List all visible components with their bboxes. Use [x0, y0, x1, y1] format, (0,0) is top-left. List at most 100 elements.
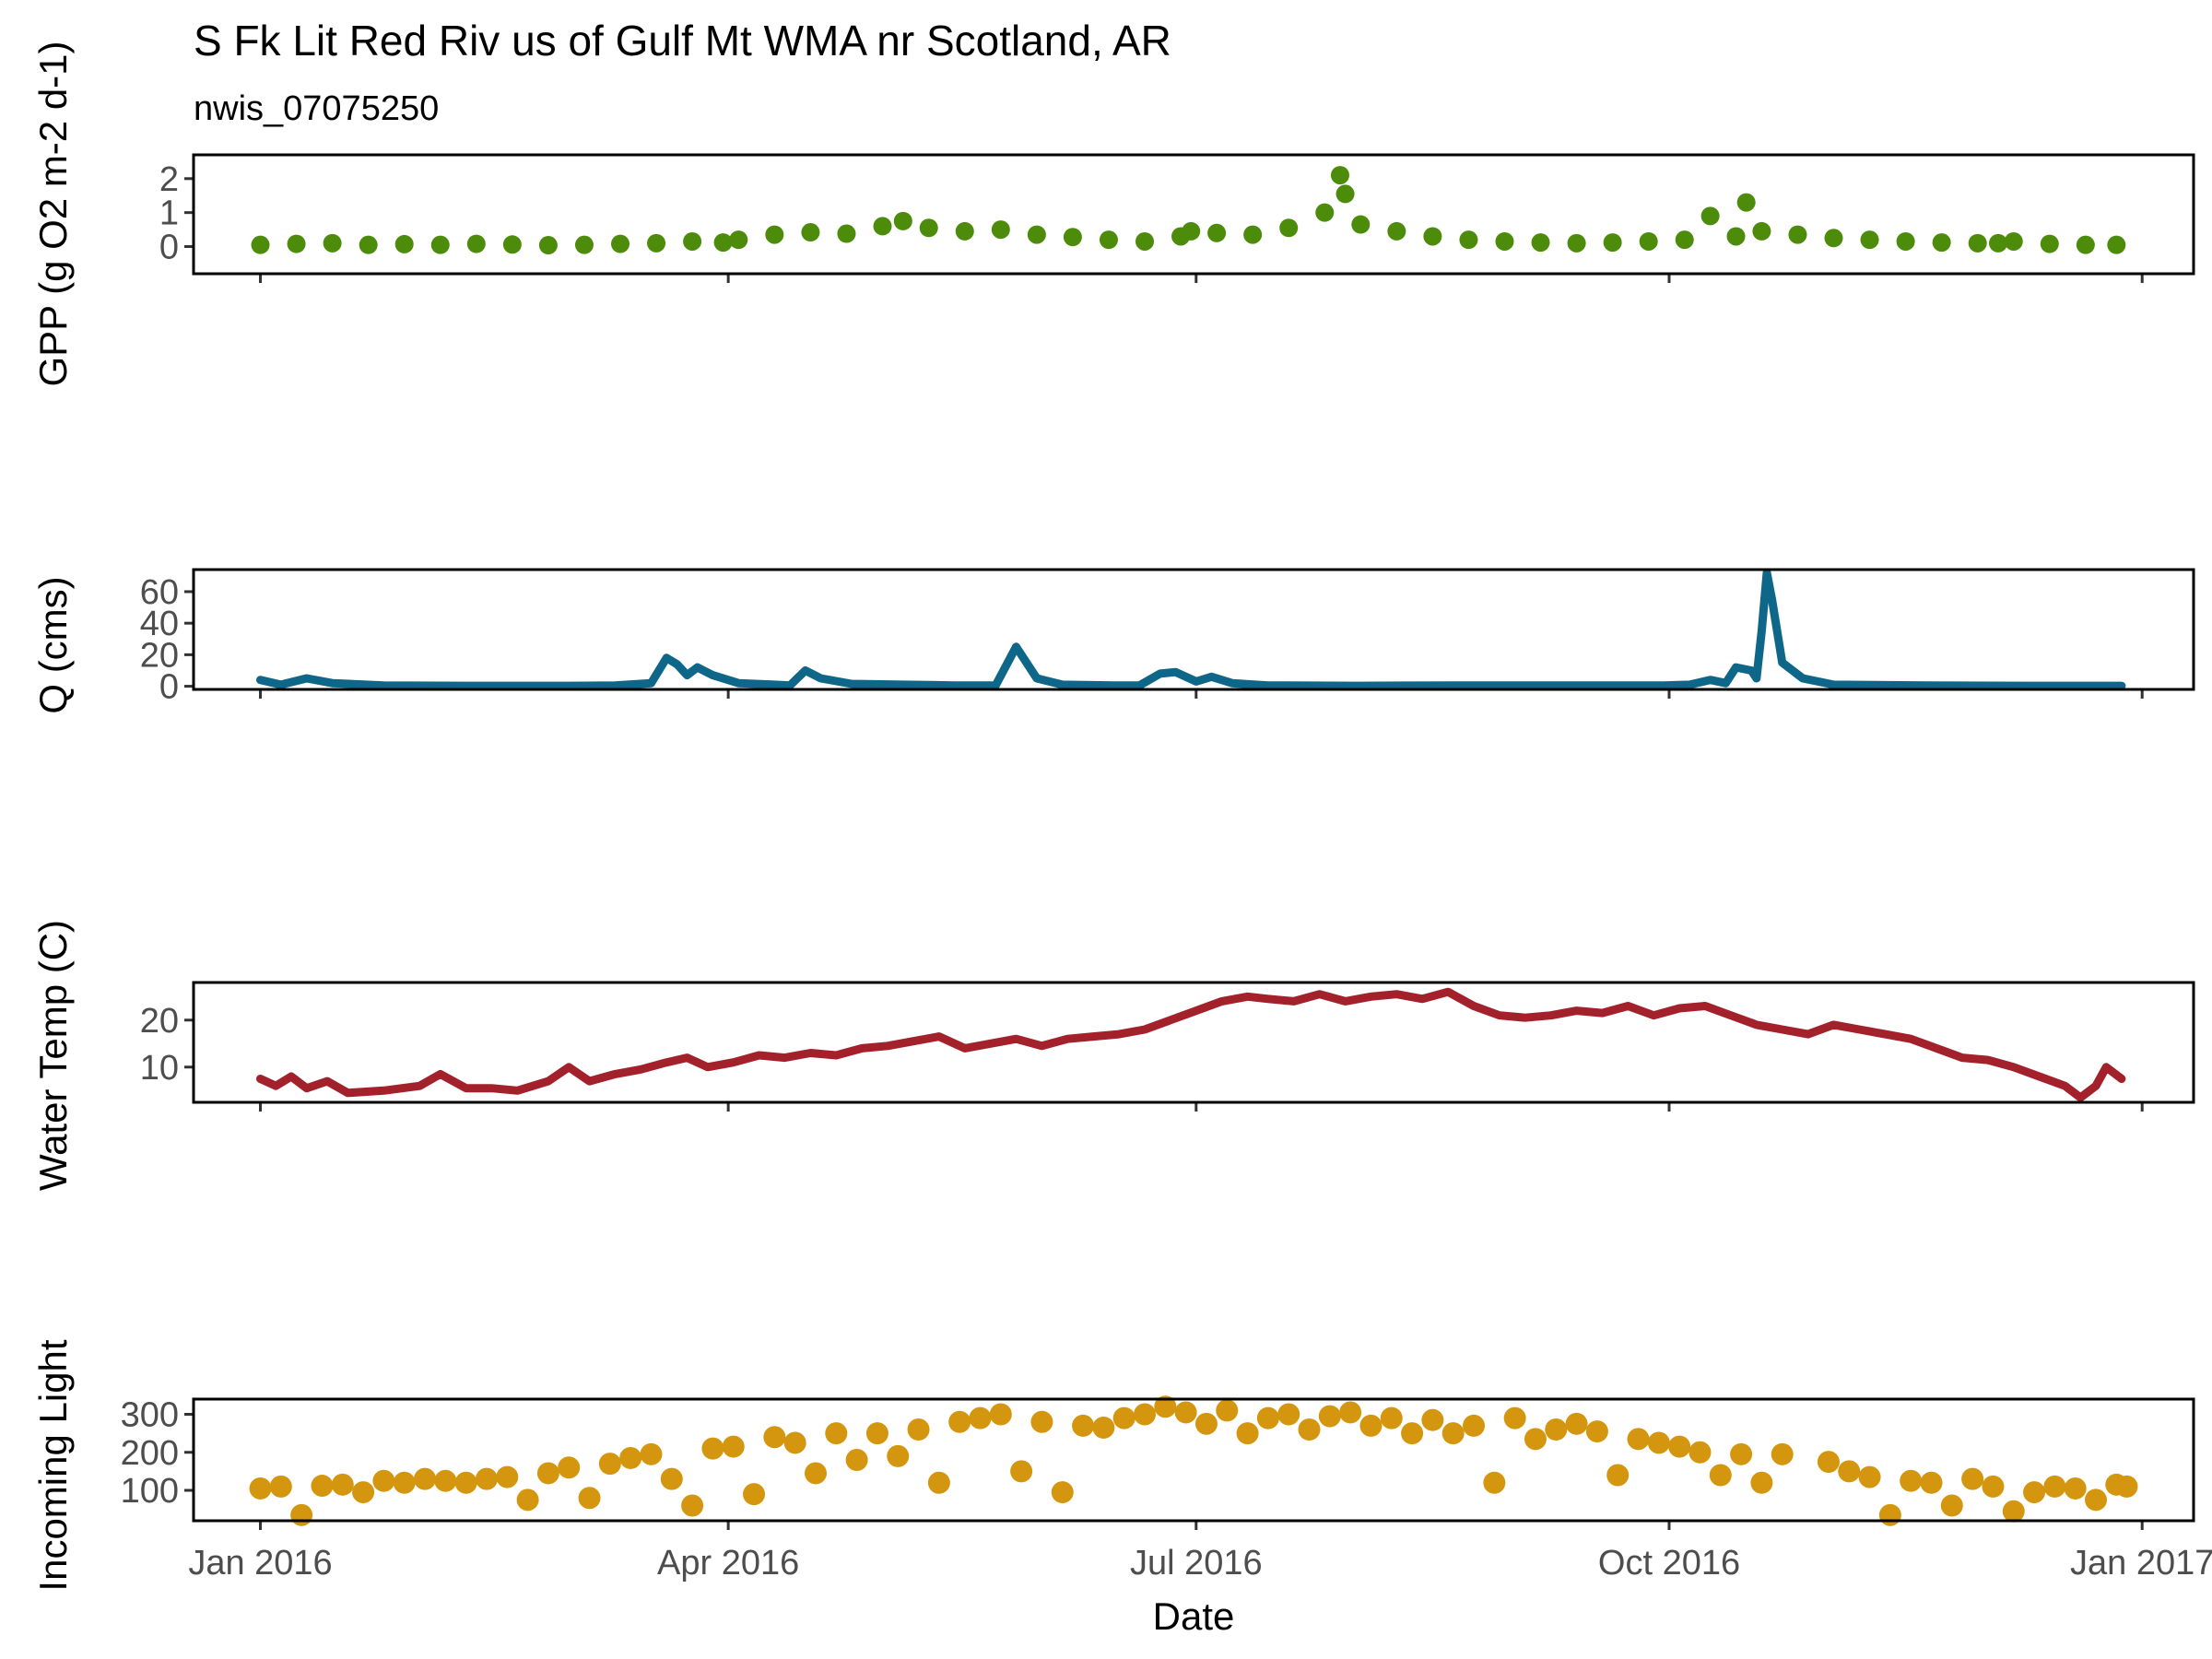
gpp-point — [1896, 231, 1915, 251]
gpp-point — [1135, 231, 1155, 251]
gpp-point — [1387, 221, 1406, 241]
light-point — [763, 1426, 786, 1449]
light-point — [681, 1494, 704, 1517]
light-point — [1092, 1416, 1115, 1439]
light-point — [1647, 1431, 1670, 1454]
gpp-point — [538, 236, 558, 255]
x-tick-label: Jan 2017 — [2070, 1544, 2212, 1583]
light-point — [845, 1449, 868, 1471]
gpp-point — [1459, 230, 1478, 250]
q-y-tick-label: 60 — [140, 573, 179, 612]
light-point — [722, 1435, 745, 1458]
light-point — [804, 1462, 827, 1485]
gpp-point — [1639, 231, 1658, 251]
x-axis-title: Date — [1153, 1594, 1235, 1638]
light-point — [1441, 1422, 1465, 1445]
q-y-tick-label: 20 — [140, 636, 179, 675]
light-point — [1565, 1412, 1588, 1435]
gpp-point — [1932, 233, 1951, 253]
light-point — [1277, 1403, 1300, 1426]
light-point — [290, 1503, 313, 1526]
temp-panel-border — [192, 981, 2195, 1104]
light-point — [640, 1442, 663, 1465]
light-point — [1961, 1467, 1984, 1490]
light-point — [1585, 1420, 1608, 1443]
light-point — [1318, 1405, 1341, 1428]
light-point — [578, 1487, 601, 1510]
light-point — [393, 1471, 416, 1494]
light-point — [2002, 1500, 2025, 1523]
light-point — [1010, 1460, 1033, 1483]
gpp-point — [729, 230, 748, 250]
light-point — [989, 1403, 1012, 1426]
light-point — [1730, 1442, 1753, 1465]
gpp-point — [1243, 225, 1263, 244]
light-point — [331, 1473, 354, 1496]
temp-series-line — [256, 987, 2126, 1102]
light-point — [1216, 1399, 1239, 1422]
gpp-point — [287, 234, 306, 253]
light-point — [1838, 1460, 1861, 1483]
light-point — [1627, 1428, 1650, 1451]
gpp-y-tick-label: 0 — [159, 229, 179, 267]
gpp-point — [1989, 233, 2008, 253]
light-y-tick-label: 100 — [121, 1472, 179, 1511]
light-point — [1154, 1395, 1177, 1418]
light-point — [516, 1488, 539, 1512]
gpp-point — [1752, 221, 1771, 241]
q-panel-border — [192, 568, 2195, 691]
gpp-point — [1968, 233, 1987, 253]
light-point — [496, 1465, 519, 1488]
gpp-point — [1330, 166, 1349, 185]
temp-y-tick-label: 10 — [140, 1049, 179, 1088]
temp-y-tick-label: 20 — [140, 1002, 179, 1041]
gpp-y-axis-title: GPP (g O2 m-2 d-1) — [31, 41, 75, 386]
gpp-point — [893, 211, 912, 230]
light-point — [1072, 1414, 1095, 1437]
light-point — [1900, 1469, 1923, 1492]
light-point — [311, 1475, 334, 1498]
light-point — [558, 1456, 581, 1479]
gpp-point — [919, 218, 938, 238]
gpp-point — [1423, 227, 1442, 246]
gpp-point — [1182, 221, 1201, 241]
light-point — [1750, 1471, 1773, 1494]
light-point — [1112, 1406, 1135, 1430]
light-point — [1380, 1406, 1403, 1430]
gpp-point — [1063, 228, 1082, 247]
x-tick-label: Apr 2016 — [657, 1544, 799, 1583]
gpp-point — [359, 235, 378, 254]
light-point — [1858, 1465, 1881, 1488]
light-point — [1709, 1464, 1732, 1487]
gpp-point — [251, 235, 270, 254]
light-point — [1051, 1481, 1074, 1504]
gpp-point — [837, 224, 856, 243]
gpp-point — [466, 234, 486, 253]
light-point — [1668, 1435, 1691, 1458]
light-point — [1524, 1428, 1547, 1451]
light-point — [454, 1471, 477, 1494]
gpp-point — [1675, 230, 1694, 250]
light-point — [2085, 1488, 2108, 1512]
light-point — [269, 1475, 292, 1498]
panel-temp: 10 20 Water Temp (C) — [31, 920, 2195, 1191]
gpp-point — [394, 234, 414, 253]
gpp-point — [1335, 184, 1355, 204]
gpp-point — [1279, 218, 1299, 238]
q-y-tick-label: 40 — [140, 605, 179, 643]
gpp-point — [1824, 229, 1843, 248]
light-point — [1771, 1442, 1794, 1465]
light-point — [1940, 1494, 1963, 1517]
gpp-point — [2040, 234, 2059, 253]
light-point — [887, 1444, 910, 1467]
light-point — [1421, 1408, 1444, 1431]
panel-gpp: 012 GPP (g O2 m-2 d-1) — [31, 41, 2195, 387]
light-point — [783, 1431, 806, 1454]
gpp-point — [502, 235, 522, 254]
gpp-point — [801, 223, 820, 242]
light-point — [1359, 1414, 1382, 1437]
gpp-point — [713, 233, 733, 253]
light-point — [2115, 1475, 2138, 1498]
